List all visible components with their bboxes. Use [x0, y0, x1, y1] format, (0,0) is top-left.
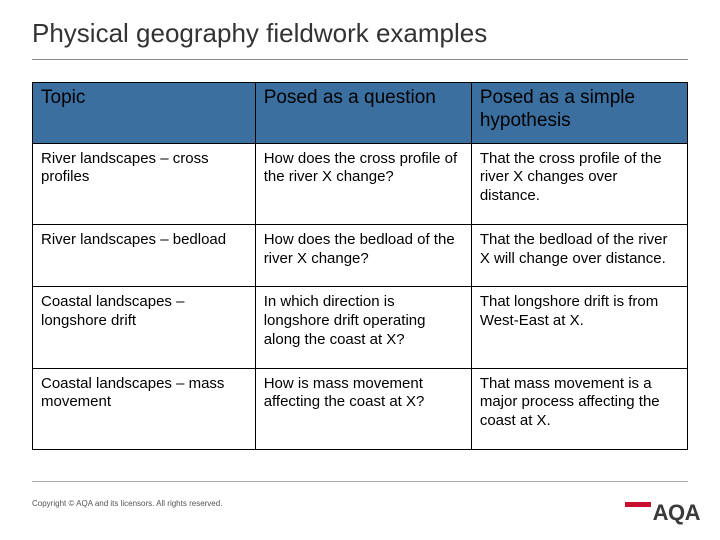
cell-topic: River landscapes – bedload: [33, 224, 256, 287]
col-header-hypothesis: Posed as a simple hypothesis: [471, 83, 687, 144]
col-header-topic: Topic: [33, 83, 256, 144]
table-row: Coastal landscapes – mass movement How i…: [33, 368, 688, 449]
cell-topic: River landscapes – cross profiles: [33, 143, 256, 224]
footer-divider: [32, 481, 688, 482]
copyright-text: Copyright © AQA and its licensors. All r…: [32, 499, 222, 508]
cell-question: In which direction is longshore drift op…: [255, 287, 471, 368]
table-row: River landscapes – cross profiles How do…: [33, 143, 688, 224]
cell-topic: Coastal landscapes – longshore drift: [33, 287, 256, 368]
cell-hypothesis: That the bedload of the river X will cha…: [471, 224, 687, 287]
table-row: River landscapes – bedload How does the …: [33, 224, 688, 287]
aqa-logo: AQA: [625, 500, 700, 526]
title-divider: [32, 59, 688, 60]
cell-hypothesis: That longshore drift is from West-East a…: [471, 287, 687, 368]
cell-topic: Coastal landscapes – mass movement: [33, 368, 256, 449]
cell-question: How does the bedload of the river X chan…: [255, 224, 471, 287]
logo-accent-bar: [625, 502, 651, 507]
cell-hypothesis: That mass movement is a major process af…: [471, 368, 687, 449]
page-title: Physical geography fieldwork examples: [32, 18, 688, 49]
col-header-question: Posed as a question: [255, 83, 471, 144]
logo-text: AQA: [653, 500, 700, 525]
table-row: Coastal landscapes – longshore drift In …: [33, 287, 688, 368]
cell-question: How does the cross profile of the river …: [255, 143, 471, 224]
table-header-row: Topic Posed as a question Posed as a sim…: [33, 83, 688, 144]
examples-table: Topic Posed as a question Posed as a sim…: [32, 82, 688, 450]
cell-hypothesis: That the cross profile of the river X ch…: [471, 143, 687, 224]
cell-question: How is mass movement affecting the coast…: [255, 368, 471, 449]
